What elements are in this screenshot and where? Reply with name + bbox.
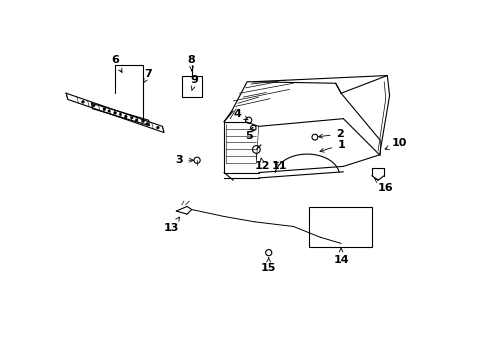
Circle shape [114,112,116,114]
Circle shape [92,104,95,107]
Text: 13: 13 [163,217,179,233]
Text: 1: 1 [319,140,344,152]
Text: 12: 12 [254,158,270,171]
Text: 16: 16 [374,178,393,193]
Circle shape [119,113,122,116]
Text: 7: 7 [143,69,152,82]
Circle shape [135,119,138,122]
Bar [308,207,371,247]
Text: 3: 3 [175,155,193,165]
Text: 6: 6 [111,55,122,72]
Circle shape [108,110,110,112]
Text: 8: 8 [187,55,195,71]
Text: 9: 9 [190,75,198,91]
Text: 11: 11 [271,161,286,171]
Circle shape [156,126,159,129]
Text: 10: 10 [384,138,407,149]
Circle shape [145,122,148,125]
Text: 4: 4 [233,109,247,120]
Circle shape [103,108,105,111]
Text: 5: 5 [244,127,252,141]
Circle shape [142,120,144,122]
Text: 15: 15 [261,257,276,273]
Circle shape [130,117,133,119]
Circle shape [124,115,127,118]
Circle shape [81,100,84,103]
Text: 2: 2 [318,129,343,139]
Bar [182,76,202,97]
Text: 14: 14 [333,248,348,265]
